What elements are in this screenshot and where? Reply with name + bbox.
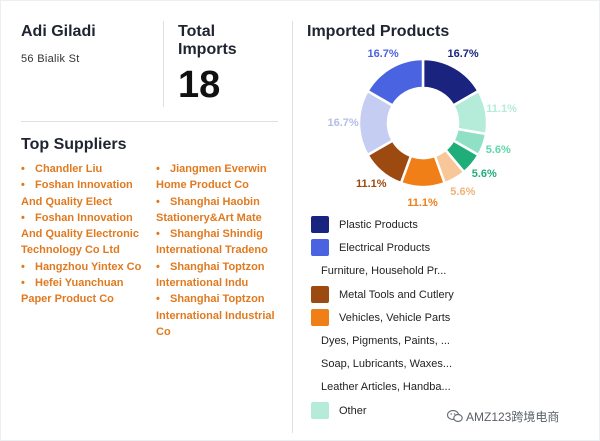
total-imports-label: Total Imports [178, 23, 237, 58]
legend-label: Dyes, Pigments, Paints, ... [321, 334, 450, 347]
supplier-item: • Shanghai Toptzon International Industri… [156, 291, 284, 340]
legend-swatch [311, 401, 329, 419]
bullet-icon: • [156, 163, 160, 175]
bullet-icon: • [156, 293, 160, 306]
slice-percent-label: 16.7% [367, 47, 399, 60]
divider [292, 21, 293, 433]
bullet-icon: • [21, 211, 25, 224]
supplier-name: Shanghai Haobin Stationery&Art Mate [156, 195, 262, 224]
bullet-icon: • [21, 277, 25, 290]
legend-label: Plastic Products [339, 219, 418, 231]
legend-label: Electrical Products [339, 242, 431, 255]
slice-percent-label: 5.6% [450, 186, 476, 199]
bullet-icon: • [156, 260, 160, 273]
legend-item[interactable]: Metal Tools and Cutlery [311, 284, 491, 307]
bullet-icon: • [21, 260, 25, 273]
legend-label: Furniture, Household Pr... [321, 265, 447, 278]
legend-label: Vehicles, Vehicle Parts [339, 311, 451, 324]
suppliers-column-2: • Jiangmen Everwin Home Product Co • Shangh… [156, 161, 284, 340]
bullet-icon: • [156, 195, 160, 208]
legend-item[interactable]: Other [311, 400, 491, 423]
donut-chart-svg [357, 57, 489, 189]
slice-percent-label: 16.7% [447, 47, 479, 60]
customer-address: 56 Bialik St [21, 53, 80, 65]
legend-item[interactable]: Electrical Products [311, 237, 491, 260]
watermark: AMZ123跨境电商 [447, 408, 559, 425]
imported-products-donut-chart: 16.7% 11.1% 5.6% 5.6% 5.6% 11.1% 11.1% 16.7% 16.… [301, 31, 517, 211]
bullet-icon: • [21, 163, 25, 175]
supplier-name: Hangzhou Yintex Co [35, 260, 142, 273]
legend-swatch [311, 216, 329, 233]
legend-swatch [311, 239, 329, 257]
supplier-item: • Foshan Innovation And Quality Elect [21, 177, 146, 210]
legend-item[interactable]: Vehicles, Vehicle Parts [311, 307, 491, 330]
legend-label: Metal Tools and Cutlery [339, 288, 454, 301]
supplier-item: • Hefei Yuanchuan Paper Product Co [21, 275, 146, 308]
slice-percent-label: 11.1% [356, 178, 387, 191]
supplier-name: Shanghai Shindig International Tradeno [156, 228, 268, 257]
slice-percent-label: 5.6% [485, 144, 511, 157]
supplier-name: Chandler Liu [35, 163, 103, 175]
supplier-name: Hefei Yuanchuan Paper Product Co [21, 277, 124, 306]
legend-item[interactable]: Soap, Lubricants, Waxes... [311, 353, 491, 376]
customer-name: Adi Giladi [21, 23, 96, 40]
imported-products-title: Imported Products [307, 23, 450, 40]
legend-label: Other [339, 404, 367, 417]
legend-item[interactable]: Dyes, Pigments, Paints, ... [311, 330, 491, 353]
legend-swatch [311, 285, 329, 303]
legend-item[interactable]: Leather Articles, Handba... [311, 376, 491, 399]
slice-percent-label: 11.1% [486, 103, 517, 116]
slice-percent-label: 16.7% [327, 117, 359, 129]
suppliers-column-1: • Chandler Liu • Foshan Innovation And Qual… [21, 161, 146, 308]
supplier-name: Jiangmen Everwin Home Product Co [156, 163, 267, 192]
supplier-item: • Jiangmen Everwin Home Product Co [156, 161, 284, 194]
bullet-icon: • [21, 179, 25, 192]
legend-label: Soap, Lubricants, Waxes... [321, 358, 453, 371]
divider [163, 21, 164, 107]
supplier-name: Foshan Innovation And Quality Elect [21, 179, 133, 208]
supplier-item: • Chandler Liu [21, 161, 146, 177]
bullet-icon: • [156, 228, 160, 241]
legend-swatch [311, 308, 329, 326]
legend-label: Leather Articles, Handba... [321, 381, 451, 394]
supplier-name: Shanghai Toptzon International Indu [156, 260, 265, 290]
top-suppliers-title: Top Suppliers [21, 136, 127, 153]
divider [21, 121, 278, 122]
slice-percent-label: 11.1% [407, 196, 438, 209]
supplier-name: Shanghai Toptzon International Industria… [156, 293, 275, 338]
supplier-name: Foshan Innovation And Quality Electronic… [21, 211, 139, 257]
legend-item[interactable]: Furniture, Household Pr... [311, 260, 491, 283]
supplier-item: • Hangzhou Yintex Co [21, 259, 146, 275]
supplier-item: • Foshan Innovation And Quality Electroni… [21, 210, 146, 259]
chart-legend: Plastic Products Electrical Products Furni… [311, 214, 491, 423]
supplier-item: • Shanghai Shindig International Tradeno [156, 226, 284, 259]
supplier-item: • Shanghai Toptzon International Indu [156, 259, 284, 292]
wechat-icon [447, 409, 463, 423]
watermark-text: AMZ123跨境电商 [466, 410, 560, 424]
total-imports-value: 18 [178, 64, 221, 106]
supplier-item: • Shanghai Haobin Stationery&Art Mate [156, 194, 284, 227]
legend-item[interactable]: Plastic Products [311, 214, 491, 237]
donut-slice[interactable] [365, 57, 425, 108]
slice-percent-label: 5.6% [471, 168, 497, 181]
